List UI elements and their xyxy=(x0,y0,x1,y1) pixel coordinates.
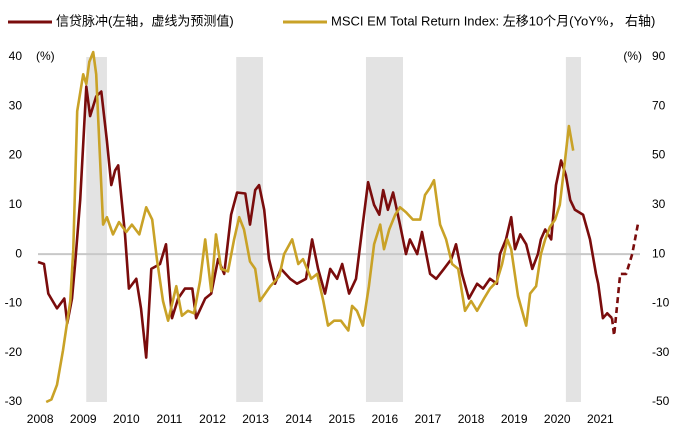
x-tick-label: 2013 xyxy=(242,412,269,426)
y-tick-label: -30 xyxy=(5,394,23,408)
x-tick-label: 2017 xyxy=(415,412,442,426)
x-tick-label: 2016 xyxy=(372,412,399,426)
x-tick-label: 2020 xyxy=(544,412,571,426)
y2-tick-label: 50 xyxy=(652,148,666,162)
y-tick-label: -10 xyxy=(5,296,23,310)
x-tick-label: 2012 xyxy=(199,412,226,426)
y2-axis-label: (%) xyxy=(623,49,642,63)
x-tick-label: 2015 xyxy=(328,412,355,426)
x-tick-label: 2018 xyxy=(458,412,485,426)
x-tick-label: 2010 xyxy=(113,412,140,426)
legend-label: MSCI EM Total Return Index: 左移10个月(YoY%，… xyxy=(331,13,655,28)
y-tick-label: 10 xyxy=(9,197,23,211)
y-tick-label: 30 xyxy=(9,98,23,112)
x-tick-label: 2019 xyxy=(501,412,528,426)
y2-tick-label: 10 xyxy=(652,246,666,260)
y-axis-label: (%) xyxy=(36,49,55,63)
y-tick-label: 20 xyxy=(9,148,23,162)
shaded-period xyxy=(565,57,581,402)
x-tick-label: 2011 xyxy=(157,412,183,426)
y2-tick-label: 30 xyxy=(652,197,666,211)
y-tick-label: -20 xyxy=(5,345,23,359)
y2-tick-label: -10 xyxy=(652,296,670,310)
shaded-period xyxy=(365,57,403,402)
shaded-period xyxy=(236,57,263,402)
y2-tick-label: -50 xyxy=(652,394,670,408)
series-line xyxy=(45,50,575,404)
x-tick-label: 2014 xyxy=(285,412,312,426)
y-tick-label: 40 xyxy=(9,49,23,63)
series-line xyxy=(37,85,613,359)
legend-label: 信贷脉冲(左轴，虚线为预测值) xyxy=(56,13,234,28)
y2-tick-label: 70 xyxy=(652,98,666,112)
x-tick-label: 2009 xyxy=(70,412,97,426)
x-tick-label: 2021 xyxy=(587,412,614,426)
forecast-line xyxy=(610,221,640,337)
shaded-period xyxy=(86,57,107,402)
x-tick-label: 2008 xyxy=(27,412,54,426)
y2-tick-label: 90 xyxy=(652,49,666,63)
y-tick-label: 0 xyxy=(15,246,22,260)
y2-tick-label: -30 xyxy=(652,345,670,359)
